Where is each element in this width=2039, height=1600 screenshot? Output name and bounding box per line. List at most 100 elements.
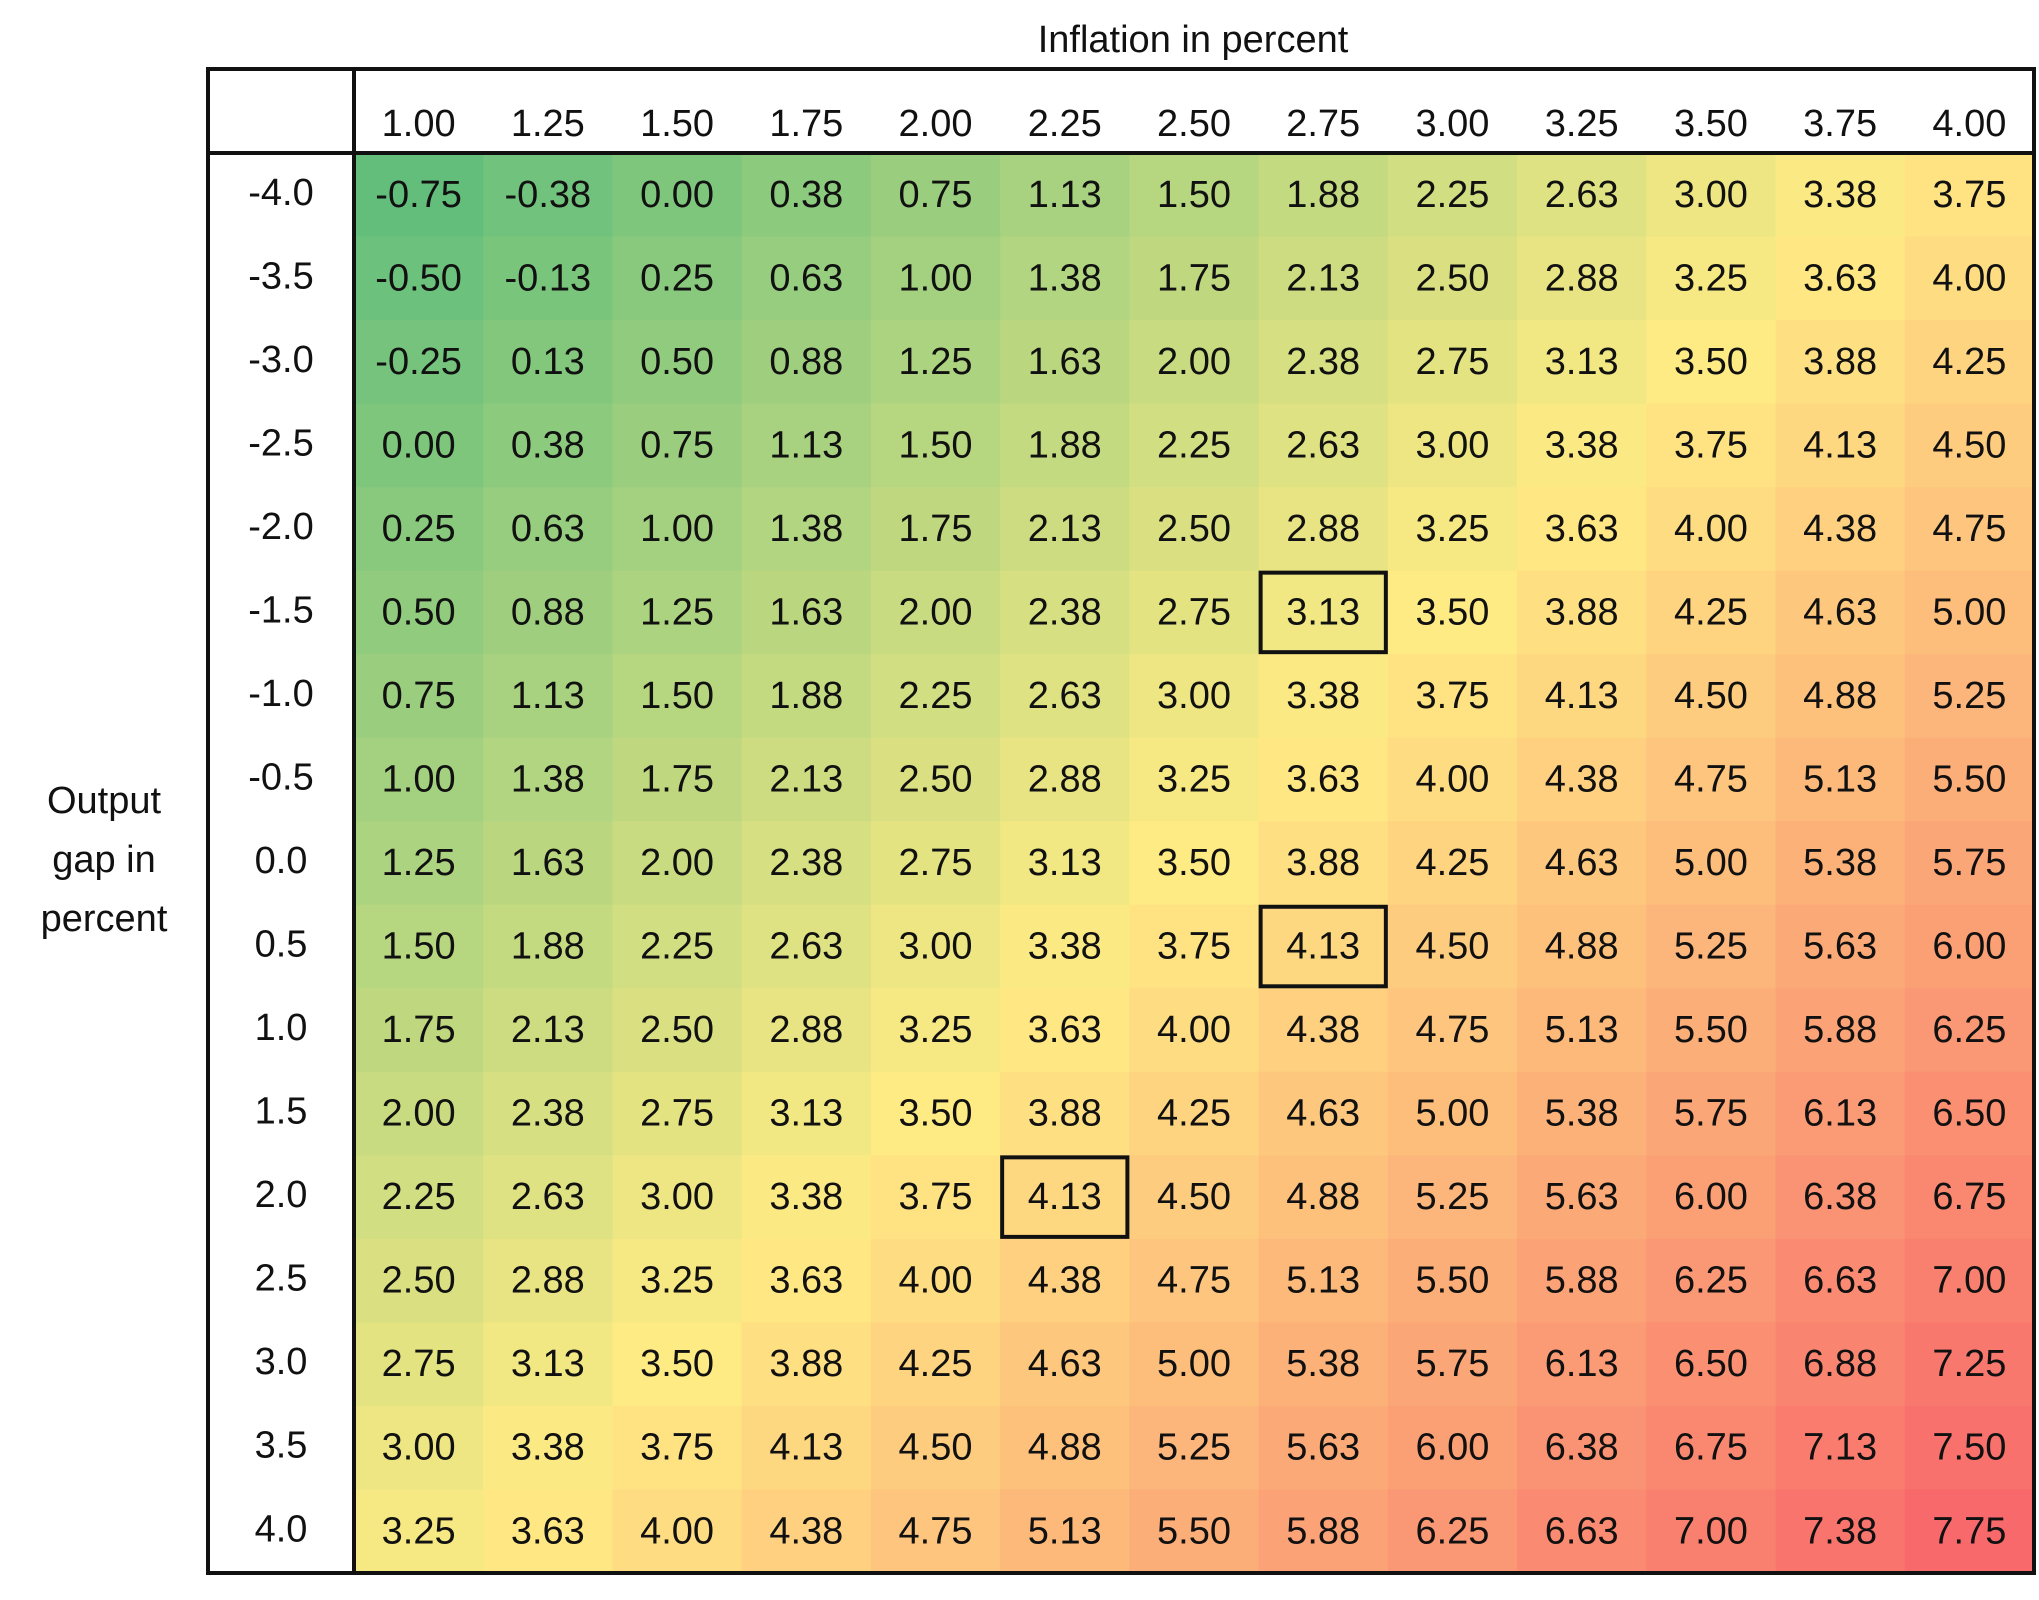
cell	[354, 737, 484, 822]
cell-value: 4.75	[1415, 1009, 1489, 1051]
cell	[1775, 654, 1906, 739]
cell	[1775, 403, 1906, 488]
cell	[354, 1071, 484, 1156]
cell-value: 4.13	[769, 1427, 843, 1469]
cell-value: 5.13	[1286, 1260, 1360, 1302]
cell	[1387, 988, 1518, 1073]
cell	[612, 1155, 743, 1240]
cell-value: 2.50	[1157, 508, 1231, 550]
cell	[870, 403, 1001, 488]
cell-value: 2.00	[640, 842, 714, 884]
cell-value: 4.13	[1286, 926, 1360, 968]
cell	[483, 320, 613, 405]
cell	[870, 1071, 1001, 1156]
cell-value: 4.38	[1028, 1260, 1102, 1302]
cell	[1517, 988, 1647, 1073]
cell-value: 7.25	[1932, 1343, 2006, 1385]
cell	[1646, 1155, 1777, 1240]
cell	[1129, 988, 1260, 1073]
cell-value: 2.75	[382, 1343, 456, 1385]
cell	[612, 153, 743, 238]
cell-value: 3.63	[769, 1260, 843, 1302]
cell	[354, 153, 484, 238]
cell-value: 2.75	[640, 1093, 714, 1135]
cell	[1258, 153, 1389, 238]
cell	[741, 988, 872, 1073]
cell-value: 6.50	[1674, 1343, 1748, 1385]
cell	[741, 236, 872, 321]
cell	[1000, 737, 1130, 822]
column-label: 2.50	[1157, 103, 1231, 145]
cell-value: 1.00	[640, 508, 714, 550]
cell	[354, 1322, 484, 1407]
cell-value: 3.00	[899, 926, 973, 968]
cell	[1517, 1322, 1647, 1407]
row-axis-title: Output	[47, 780, 162, 822]
cell-value: 2.38	[769, 842, 843, 884]
row-label: 1.0	[255, 1007, 308, 1049]
cell	[483, 236, 613, 321]
cell	[483, 1322, 613, 1407]
column-label: 3.00	[1415, 103, 1489, 145]
cell	[870, 1238, 1001, 1323]
cell	[1258, 1155, 1389, 1240]
cell-value: 3.88	[1803, 341, 1877, 383]
cell-value: 2.25	[1415, 174, 1489, 216]
cell-value: 0.38	[769, 174, 843, 216]
cell	[1517, 821, 1647, 906]
cell	[483, 1405, 613, 1490]
cell	[483, 821, 613, 906]
cell-value: 5.63	[1286, 1427, 1360, 1469]
cell-value: -0.13	[505, 257, 592, 299]
highlight-box	[1258, 904, 1388, 989]
cell-value: 2.63	[769, 926, 843, 968]
column-label: 2.75	[1286, 103, 1360, 145]
cell-value: 3.50	[899, 1093, 973, 1135]
cell-value: 2.25	[1157, 424, 1231, 466]
cell	[1904, 403, 2035, 488]
cell	[612, 403, 743, 488]
cell-value: 1.75	[1157, 257, 1231, 299]
cell	[1646, 1489, 1777, 1574]
cell-value: 0.00	[640, 174, 714, 216]
row-label: 0.0	[255, 840, 308, 882]
cell-value: 4.75	[1674, 759, 1748, 801]
cell	[1775, 487, 1906, 572]
cell	[1517, 1155, 1647, 1240]
column-label: 1.25	[511, 103, 585, 145]
cell-value: 3.75	[640, 1427, 714, 1469]
cell-value: 2.25	[382, 1176, 456, 1218]
cell-value: 6.38	[1803, 1176, 1877, 1218]
cell	[1646, 904, 1777, 989]
row-label: -4.0	[248, 172, 313, 214]
cell	[870, 1322, 1001, 1407]
cell-value: 3.38	[1545, 424, 1619, 466]
cell-value: 2.63	[1545, 174, 1619, 216]
cell	[870, 654, 1001, 739]
cell-value: 2.00	[899, 591, 973, 633]
cell	[1775, 1322, 1906, 1407]
cell-value: 1.63	[511, 842, 585, 884]
cell	[1775, 1405, 1906, 1490]
cell-value: 4.25	[1932, 341, 2006, 383]
cell-value: 1.38	[511, 759, 585, 801]
cell-value: 5.00	[1932, 591, 2006, 633]
cell	[1517, 236, 1647, 321]
cell	[1517, 570, 1647, 655]
cell	[1387, 320, 1518, 405]
cell-value: 4.00	[1415, 759, 1489, 801]
cell-value: 6.25	[1415, 1510, 1489, 1552]
cell-value: 5.50	[1157, 1510, 1231, 1552]
row-label: -3.5	[248, 255, 313, 297]
cell	[354, 988, 484, 1073]
cell-value: 4.00	[1674, 508, 1748, 550]
cell	[612, 1322, 743, 1407]
cell	[1775, 821, 1906, 906]
cell-value: 3.00	[1674, 174, 1748, 216]
cell	[1646, 1405, 1777, 1490]
cell-value: 5.25	[1415, 1176, 1489, 1218]
cell-value: 1.25	[899, 341, 973, 383]
cell	[1129, 1155, 1260, 1240]
cell-value: 3.25	[1157, 759, 1231, 801]
cell-value: 2.75	[1415, 341, 1489, 383]
